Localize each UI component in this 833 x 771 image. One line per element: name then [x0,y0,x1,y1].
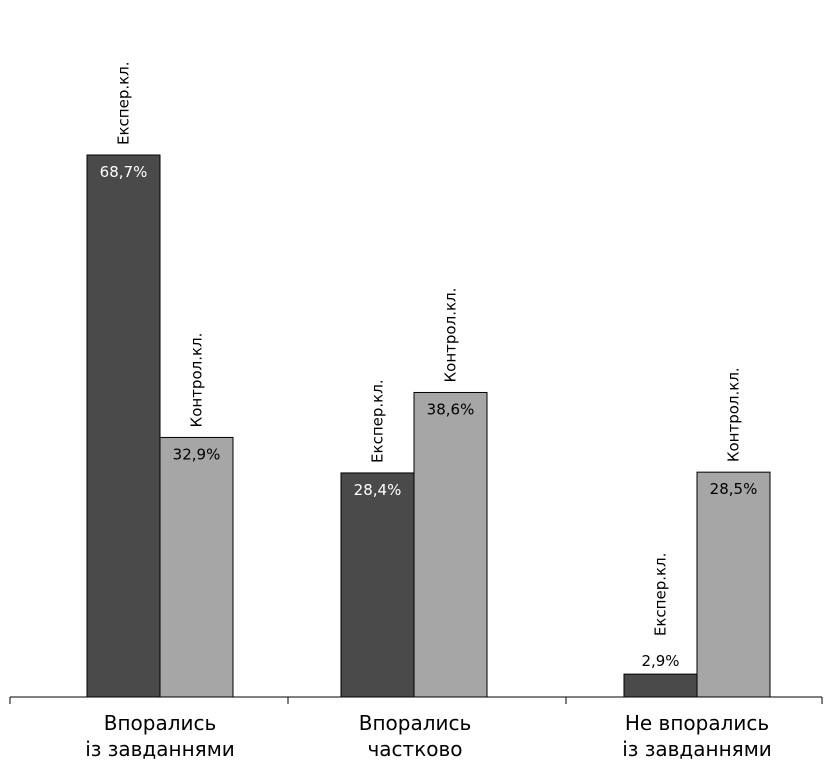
category-label-1-line-1: частково [367,737,462,761]
category-label-0-line-1: із завданнями [85,737,235,761]
series-label-control-0: Контрол.кл. [188,333,206,428]
series-label-exper-0: Експер.кл. [115,61,133,145]
bar-exper-1 [340,472,415,698]
bars-group [86,154,771,698]
bar-control-1 [413,391,488,698]
series-label-control-2: Контрол.кл. [725,367,743,462]
value-label-control-1: 38,6% [427,400,475,418]
category-label-1-line-0: Впорались [359,711,472,735]
value-label-exper-2: 2,9% [641,652,679,670]
bar-exper-2 [623,673,698,698]
value-label-control-0: 32,9% [173,445,221,463]
category-label-2-line-1: із завданнями [622,737,772,761]
series-label-exper-1: Експер.кл. [369,379,387,463]
series-label-control-1: Контрол.кл. [442,288,460,383]
bar-exper-0 [86,154,161,698]
value-label-control-2: 28,5% [710,480,758,498]
category-label-2-line-0: Не впорались [625,711,769,735]
bar-control-0 [159,436,234,698]
value-label-exper-1: 28,4% [354,481,402,499]
series-label-exper-2: Експер.кл. [652,553,670,637]
category-label-0-line-0: Впорались [104,711,217,735]
value-label-exper-0: 68,7% [100,163,148,181]
labels-group: 68,7% Експер.кл. 32,9% Контрол.кл. 28,4% Експ… [100,61,758,670]
bar-control-2 [696,471,771,698]
